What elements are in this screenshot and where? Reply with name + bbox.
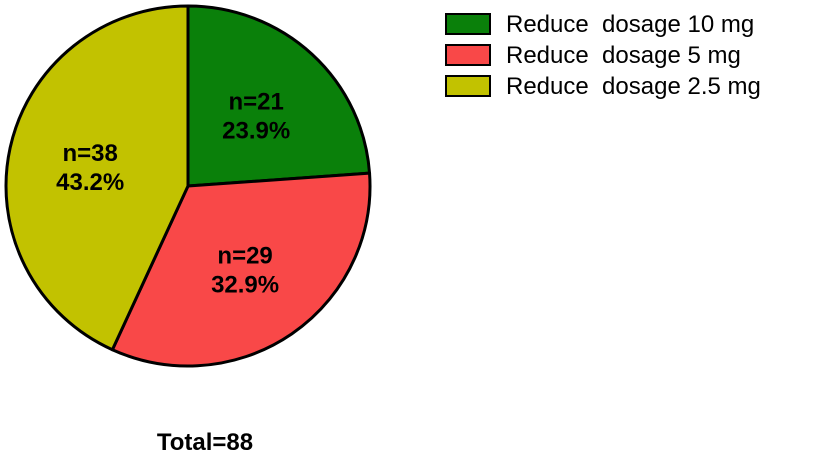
pie-slice-2 [110,171,372,368]
legend-label-3: Reduce dosage 2.5 mg [506,73,761,100]
legend: Reduce dosage 10 mg Reduce dosage 5 mg Red… [445,11,761,100]
slice-percent-label-2: 32.9% [211,271,279,298]
slice-count-label-1: n=21 [229,89,284,116]
slice-count-label-2: n=29 [217,242,272,269]
pie-slice-3 [4,4,190,352]
slice-percent-label-3: 43.2% [56,169,124,196]
pie-slice-1 [186,4,372,188]
legend-swatch-1 [445,13,491,35]
legend-label-1: Reduce dosage 10 mg [506,11,754,38]
legend-swatch-3 [445,75,491,97]
slice-count-label-3: n=38 [63,140,118,167]
slice-percent-label-1: 23.9% [222,118,290,145]
legend-swatch-2 [445,44,491,66]
total-label: Total=88 [157,429,253,456]
legend-label-2: Reduce dosage 5 mg [506,42,741,69]
pie-slices [4,4,372,368]
